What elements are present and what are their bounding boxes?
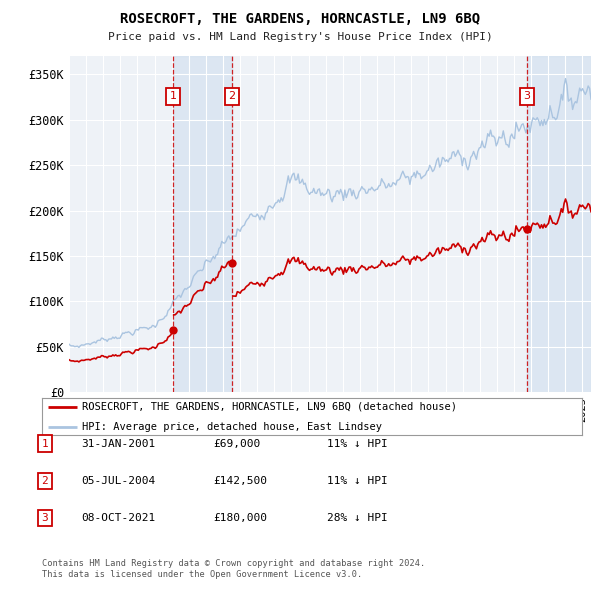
Text: 2: 2 (228, 91, 235, 101)
Text: 11% ↓ HPI: 11% ↓ HPI (327, 439, 388, 448)
Text: 3: 3 (41, 513, 49, 523)
Text: ROSECROFT, THE GARDENS, HORNCASTLE, LN9 6BQ (detached house): ROSECROFT, THE GARDENS, HORNCASTLE, LN9 … (83, 402, 458, 412)
Text: 08-OCT-2021: 08-OCT-2021 (81, 513, 155, 523)
Bar (173, 56, 232, 392)
Text: Contains HM Land Registry data © Crown copyright and database right 2024.
This d: Contains HM Land Registry data © Crown c… (42, 559, 425, 579)
Text: £180,000: £180,000 (213, 513, 267, 523)
Text: £142,500: £142,500 (213, 476, 267, 486)
Text: 05-JUL-2004: 05-JUL-2004 (81, 476, 155, 486)
Text: ROSECROFT, THE GARDENS, HORNCASTLE, LN9 6BQ: ROSECROFT, THE GARDENS, HORNCASTLE, LN9 … (120, 12, 480, 27)
Text: 2: 2 (41, 476, 49, 486)
Text: 11% ↓ HPI: 11% ↓ HPI (327, 476, 388, 486)
Text: 28% ↓ HPI: 28% ↓ HPI (327, 513, 388, 523)
Text: Price paid vs. HM Land Registry's House Price Index (HPI): Price paid vs. HM Land Registry's House … (107, 32, 493, 41)
Text: 1: 1 (170, 91, 176, 101)
Text: HPI: Average price, detached house, East Lindsey: HPI: Average price, detached house, East… (83, 422, 383, 432)
Text: £69,000: £69,000 (213, 439, 260, 448)
Bar (527, 56, 591, 392)
Text: 3: 3 (524, 91, 530, 101)
Text: 31-JAN-2001: 31-JAN-2001 (81, 439, 155, 448)
Text: 1: 1 (41, 439, 49, 448)
